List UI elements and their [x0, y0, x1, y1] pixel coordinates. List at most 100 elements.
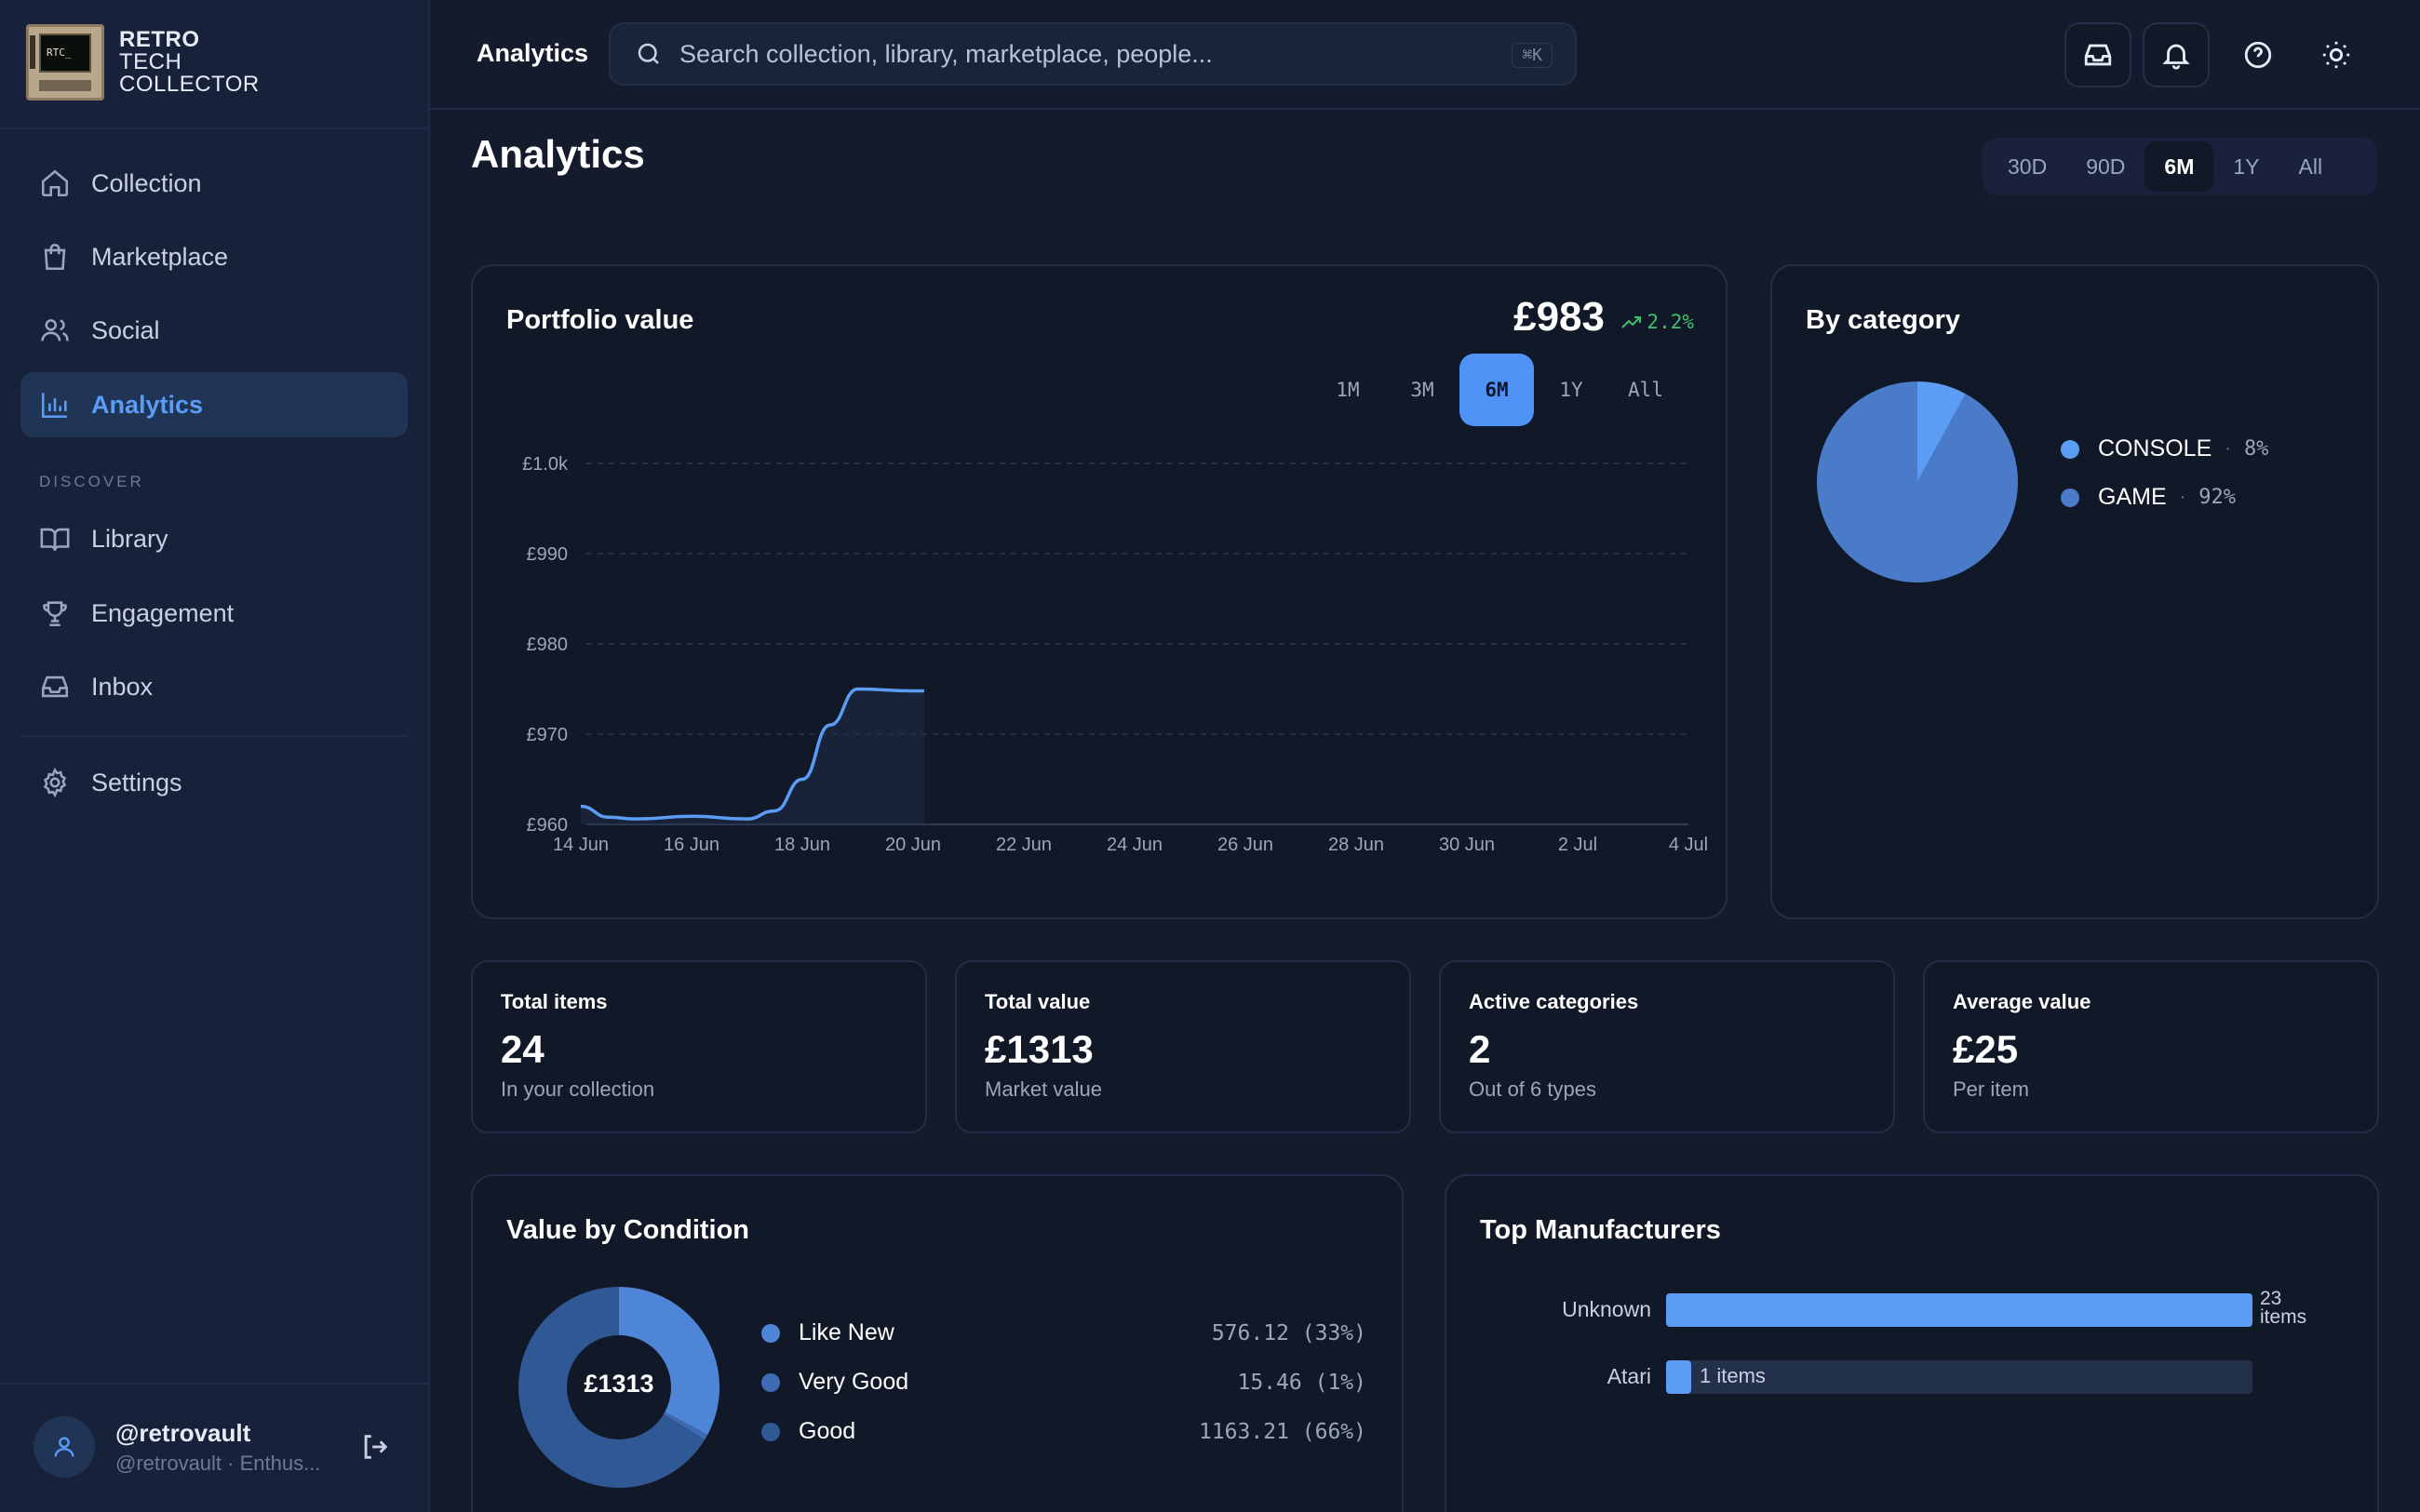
- sidebar-item-label: Social: [91, 315, 160, 344]
- logout-button[interactable]: [359, 1431, 391, 1463]
- search-icon: [638, 43, 659, 64]
- category-pie-chart: [1817, 381, 2018, 582]
- x-tick-label: 18 Jun: [774, 835, 830, 855]
- sidebar-item-collection[interactable]: Collection: [20, 151, 408, 216]
- legend-dot: [2061, 488, 2079, 507]
- range-30d[interactable]: 30D: [2008, 154, 2048, 179]
- legend-label: CONSOLE: [2098, 435, 2212, 462]
- sidebar-item-settings[interactable]: Settings: [20, 750, 408, 815]
- manufacturer-label: Unknown: [1562, 1297, 1651, 1321]
- sidebar-item-label: Inbox: [91, 672, 154, 701]
- legend-dot: [761, 1422, 780, 1441]
- pie-slice-console: [1917, 381, 1967, 482]
- user-profile[interactable]: @retrovault @retrovault · Enthus...: [34, 1416, 320, 1478]
- stat-value: 2: [1469, 1027, 1491, 1071]
- condition-label: Good: [799, 1418, 856, 1444]
- sidebar-section-label: DISCOVER: [39, 473, 144, 490]
- notifications-button[interactable]: [2143, 22, 2210, 87]
- sidebar-item-engagement[interactable]: Engagement: [20, 581, 408, 646]
- search-input[interactable]: [679, 39, 1499, 69]
- category-legend-game: GAME · 92%: [2061, 484, 2236, 511]
- trophy-icon: [43, 601, 67, 627]
- category-legend-console: CONSOLE · 8%: [2061, 435, 2268, 462]
- range-all[interactable]: All: [2298, 154, 2323, 179]
- manufacturer-label: Atari: [1607, 1364, 1651, 1388]
- logo-computer-icon: RTC_: [26, 24, 104, 100]
- logo-line-2: TECH: [119, 49, 182, 74]
- portfolio-value: £983: [1513, 294, 1605, 340]
- condition-value: 576.12 (33%): [1211, 1320, 1366, 1345]
- portfolio-tab-6m[interactable]: 6M: [1459, 354, 1534, 426]
- condition-row-good: Good 1163.21 (66%): [761, 1418, 1366, 1445]
- stat-subtitle: Market value: [985, 1077, 1102, 1101]
- condition-center-label: £1313: [584, 1370, 654, 1398]
- sidebar: RTC_ RETRO TECH COLLECTOR Collection Mar…: [0, 0, 430, 1512]
- sidebar-item-inbox[interactable]: Inbox: [20, 654, 408, 719]
- manufacturer-count: 23: [2260, 1288, 2282, 1309]
- x-tick-label: 4 Jul: [1669, 835, 1708, 855]
- x-tick-label: 16 Jun: [664, 835, 719, 855]
- portfolio-tab-3m[interactable]: 3M: [1410, 379, 1434, 401]
- stat-value: 24: [501, 1027, 544, 1071]
- sidebar-item-social[interactable]: Social: [20, 298, 408, 363]
- sidebar-item-library[interactable]: Library: [20, 506, 408, 571]
- home-icon: [41, 169, 69, 197]
- range-90d[interactable]: 90D: [2086, 154, 2126, 179]
- y-tick-label: £1.0k: [522, 454, 569, 475]
- sidebar-item-label: Settings: [91, 768, 182, 796]
- range-1y[interactable]: 1Y: [2233, 154, 2260, 179]
- condition-title: Value by Condition: [506, 1215, 750, 1245]
- portfolio-title: Portfolio value: [506, 305, 694, 335]
- condition-label: Like New: [799, 1319, 894, 1345]
- stat-card-total-value: Total value £1313 Market value: [955, 960, 1411, 1133]
- manufacturer-bar: [1666, 1293, 2252, 1327]
- condition-value: 1163.21 (66%): [1198, 1419, 1366, 1444]
- sidebar-divider: [0, 127, 428, 129]
- portfolio-line: [580, 687, 924, 821]
- legend-label: GAME: [2098, 484, 2167, 510]
- stat-label: Total items: [501, 990, 608, 1013]
- portfolio-change-value: 2.2%: [1647, 311, 1694, 333]
- legend-dot: [761, 1372, 780, 1392]
- inbox-button[interactable]: [2064, 22, 2131, 87]
- help-icon: [2244, 41, 2272, 69]
- help-button[interactable]: [2225, 22, 2292, 87]
- avatar: [34, 1416, 95, 1478]
- legend-dot: [2061, 439, 2079, 459]
- sun-icon: [2322, 41, 2350, 69]
- manufacturer-bar-track: 1 items: [1666, 1360, 2252, 1394]
- app-logo[interactable]: RTC_ RETRO TECH COLLECTOR: [26, 24, 260, 100]
- range-6m[interactable]: 6M: [2144, 141, 2214, 192]
- page-title: Analytics: [471, 132, 645, 176]
- search-bar[interactable]: ⌘K: [609, 22, 1577, 86]
- sidebar-item-analytics[interactable]: Analytics: [20, 372, 408, 437]
- theme-toggle-button[interactable]: [2303, 22, 2370, 87]
- sidebar-divider: [0, 1383, 428, 1385]
- legend-percent: 8%: [2243, 437, 2269, 461]
- portfolio-tab-1m[interactable]: 1M: [1336, 379, 1360, 401]
- logo-wordmark: RETRO TECH COLLECTOR: [119, 29, 260, 96]
- sidebar-item-marketplace[interactable]: Marketplace: [20, 224, 408, 289]
- search-shortcut: ⌘K: [1512, 43, 1553, 68]
- stat-label: Active categories: [1469, 990, 1639, 1013]
- line-area: [581, 689, 924, 824]
- shopping-bag-icon: [44, 243, 66, 271]
- manufacturer-bar-label: 1 items: [1700, 1364, 1766, 1387]
- portfolio-range-tabs: 1M 3M 6M 1Y All: [1311, 354, 1683, 426]
- topbar-title: Analytics: [477, 39, 589, 67]
- stat-value: £25: [1953, 1027, 2019, 1071]
- gear-icon: [43, 767, 67, 798]
- stat-subtitle: In your collection: [501, 1077, 655, 1101]
- condition-row-like-new: Like New 576.12 (33%): [761, 1319, 1366, 1346]
- legend-percent: 92%: [2198, 486, 2237, 509]
- x-tick-label: 24 Jun: [1107, 835, 1163, 855]
- top-manufacturers-card: Top Manufacturers Unknown 23 items Atari…: [1445, 1174, 2379, 1512]
- stat-card-average-value: Average value £25 Per item: [1923, 960, 2379, 1133]
- sidebar-item-label: Analytics: [91, 390, 204, 419]
- x-tick-label: 14 Jun: [553, 835, 609, 855]
- manufacturer-bar-track: [1666, 1293, 2252, 1327]
- logo-line-3: COLLECTOR: [119, 72, 260, 97]
- portfolio-tab-all[interactable]: All: [1628, 379, 1663, 401]
- condition-row-very-good: Very Good 15.46 (1%): [761, 1369, 1366, 1396]
- portfolio-tab-1y[interactable]: 1Y: [1559, 379, 1583, 401]
